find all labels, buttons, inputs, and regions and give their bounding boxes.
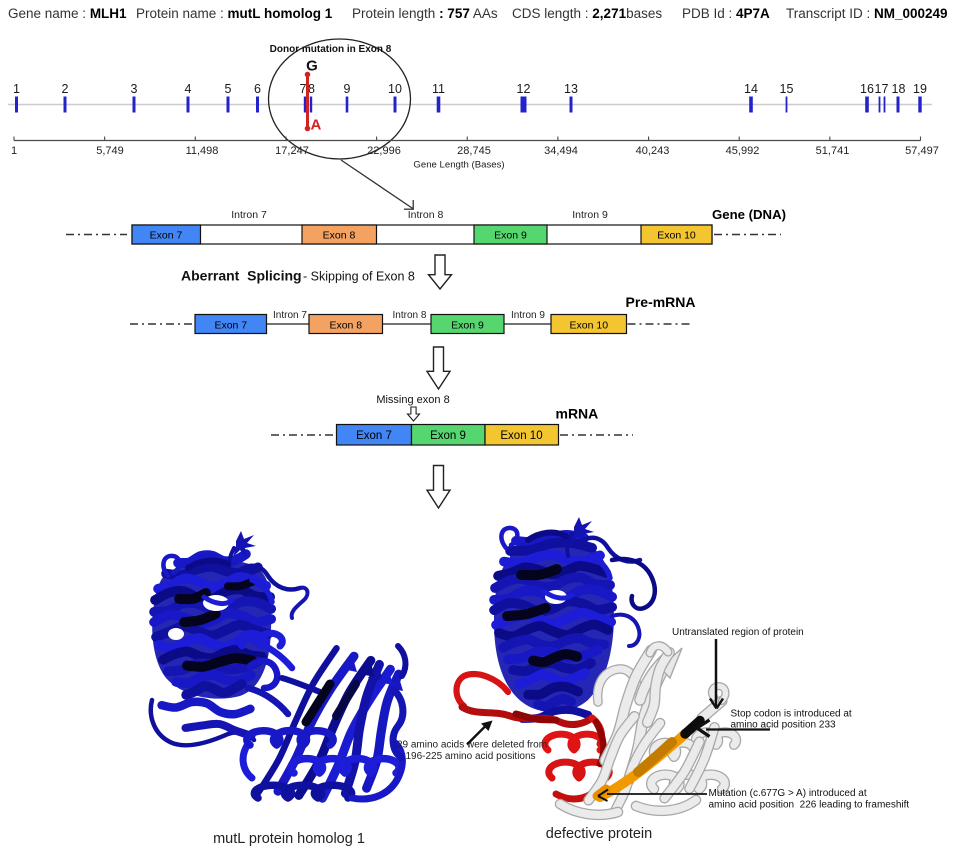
svg-text:Gene Length (Bases): Gene Length (Bases) — [413, 160, 504, 171]
svg-text:Exon 9: Exon 9 — [494, 230, 527, 242]
svg-text:4: 4 — [185, 82, 192, 96]
svg-text:Intron 8: Intron 8 — [393, 310, 427, 321]
svg-text:7: 7 — [300, 82, 307, 96]
svg-text:PDB Id : 4P7A: PDB Id : 4P7A — [682, 6, 770, 21]
svg-text:6: 6 — [254, 82, 261, 96]
svg-text:Mutation (c.677G > A) introduc: Mutation (c.677G > A) introduced at — [709, 788, 867, 799]
svg-text:57,497: 57,497 — [905, 145, 939, 157]
svg-text:2: 2 — [62, 82, 69, 96]
svg-text:Exon 8: Exon 8 — [323, 230, 356, 242]
svg-text:Intron 9: Intron 9 — [511, 310, 545, 321]
svg-text:Gene (DNA): Gene (DNA) — [712, 207, 786, 222]
svg-text:5,749: 5,749 — [96, 145, 124, 157]
svg-text:Protein length : 757 AAs: Protein length : 757 AAs — [352, 6, 498, 21]
svg-text:11,498: 11,498 — [186, 145, 219, 157]
svg-text:Protein name : mutL homolog 1: Protein name : mutL homolog 1 — [136, 6, 333, 21]
svg-text:- Skipping of Exon 8: - Skipping of Exon 8 — [303, 270, 415, 284]
svg-text:11: 11 — [432, 82, 445, 96]
svg-text:Intron 7: Intron 7 — [231, 209, 267, 221]
svg-text:Pre-mRNA: Pre-mRNA — [626, 294, 696, 310]
svg-text:Exon 10: Exon 10 — [657, 230, 696, 242]
svg-text:Untranslated region of protein: Untranslated region of protein — [672, 627, 804, 638]
svg-text:12: 12 — [517, 82, 531, 96]
svg-text:45,992: 45,992 — [726, 145, 760, 157]
svg-text:Exon 9: Exon 9 — [430, 430, 466, 442]
svg-text:9: 9 — [344, 82, 351, 96]
svg-text:51,741: 51,741 — [816, 145, 850, 157]
svg-text:40,243: 40,243 — [636, 145, 670, 157]
svg-text:13: 13 — [564, 82, 578, 96]
svg-text:8: 8 — [308, 82, 315, 96]
svg-text:Exon 10: Exon 10 — [570, 320, 609, 332]
svg-text:3: 3 — [131, 82, 138, 96]
svg-text:Intron 8: Intron 8 — [408, 209, 444, 221]
svg-text:16: 16 — [860, 82, 874, 96]
svg-text:amino acid position 226 leadi: amino acid position 226 leading to frame… — [709, 800, 910, 811]
svg-text:Gene name : MLH1: Gene name : MLH1 — [8, 6, 127, 21]
svg-text:17,247: 17,247 — [275, 145, 309, 157]
svg-text:14: 14 — [744, 82, 758, 96]
svg-text:22,996: 22,996 — [367, 145, 401, 157]
svg-text:15: 15 — [780, 82, 794, 96]
svg-text:amino acid position 233: amino acid position 233 — [731, 720, 837, 731]
svg-text:Transcript ID : NM_000249: Transcript ID : NM_000249 — [786, 6, 948, 21]
svg-text:29 amino acids were deleted fr: 29 amino acids were deleted from — [397, 740, 547, 751]
svg-text:Exon 8: Exon 8 — [329, 320, 362, 332]
svg-text:17: 17 — [875, 82, 889, 96]
svg-text:Intron 9: Intron 9 — [572, 209, 608, 221]
svg-text:mutL protein homolog 1: mutL protein homolog 1 — [213, 831, 365, 847]
svg-text:5: 5 — [225, 82, 232, 96]
svg-text:Exon 7: Exon 7 — [214, 320, 247, 332]
svg-text:G: G — [306, 58, 318, 75]
svg-text:Exon 7: Exon 7 — [150, 230, 183, 242]
svg-text:Exon 9: Exon 9 — [451, 320, 484, 332]
svg-text:34,494: 34,494 — [544, 145, 578, 157]
svg-text:defective protein: defective protein — [546, 826, 652, 842]
svg-text:Exon 10: Exon 10 — [500, 430, 542, 442]
svg-text:19: 19 — [913, 82, 927, 96]
svg-text:mRNA: mRNA — [556, 406, 599, 422]
svg-text:Missing exon 8: Missing exon 8 — [376, 394, 449, 406]
svg-text:28,745: 28,745 — [457, 145, 491, 157]
svg-text:196-225 amino acid positions: 196-225 amino acid positions — [405, 751, 535, 762]
svg-text:1: 1 — [11, 145, 17, 157]
svg-text:1: 1 — [13, 82, 20, 96]
svg-text:CDS length : 2,271bases: CDS length : 2,271bases — [512, 6, 662, 21]
svg-text:Donor mutation in Exon 8: Donor mutation in Exon 8 — [270, 44, 392, 55]
svg-text:A: A — [311, 117, 322, 134]
svg-text:Aberrant Splicing: Aberrant Splicing — [181, 268, 302, 284]
svg-text:18: 18 — [892, 82, 906, 96]
svg-text:Stop codon is introduced at: Stop codon is introduced at — [731, 709, 852, 720]
svg-text:10: 10 — [388, 82, 402, 96]
svg-text:Exon 7: Exon 7 — [356, 430, 392, 442]
svg-text:Intron 7: Intron 7 — [273, 310, 307, 321]
